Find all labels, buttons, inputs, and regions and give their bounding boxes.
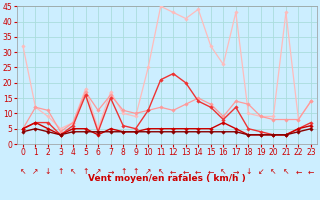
Text: ↓: ↓ [45, 167, 51, 176]
Text: ↖: ↖ [157, 167, 164, 176]
Text: ↓: ↓ [245, 167, 252, 176]
Text: →: → [233, 167, 239, 176]
Text: ↖: ↖ [70, 167, 76, 176]
Text: ↗: ↗ [145, 167, 151, 176]
Text: ←: ← [295, 167, 302, 176]
Text: →: → [108, 167, 114, 176]
Text: ←: ← [308, 167, 314, 176]
Text: ↖: ↖ [20, 167, 26, 176]
Text: ↑: ↑ [132, 167, 139, 176]
X-axis label: Vent moyen/en rafales ( km/h ): Vent moyen/en rafales ( km/h ) [88, 174, 246, 183]
Text: ←: ← [208, 167, 214, 176]
Text: ↙: ↙ [258, 167, 264, 176]
Text: ↑: ↑ [120, 167, 126, 176]
Text: ↖: ↖ [283, 167, 289, 176]
Text: ↗: ↗ [32, 167, 39, 176]
Text: ↗: ↗ [95, 167, 101, 176]
Text: ↖: ↖ [220, 167, 227, 176]
Text: ←: ← [182, 167, 189, 176]
Text: ↑: ↑ [57, 167, 64, 176]
Text: ←: ← [195, 167, 202, 176]
Text: ↑: ↑ [82, 167, 89, 176]
Text: ←: ← [170, 167, 176, 176]
Text: ↖: ↖ [270, 167, 276, 176]
